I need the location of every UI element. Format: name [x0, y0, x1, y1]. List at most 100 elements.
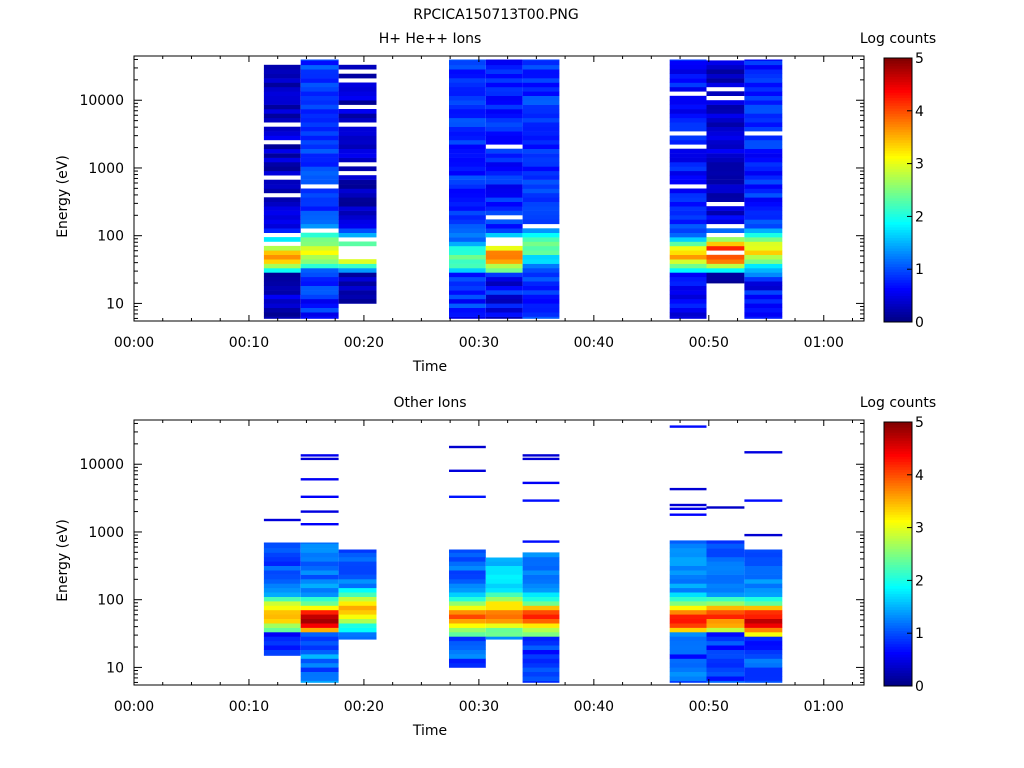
spectrogram-cell [263, 144, 301, 149]
spectrogram-cell [706, 654, 745, 659]
spectrogram-cell [744, 316, 783, 319]
spectrogram-cell [300, 153, 339, 158]
spectrogram-cell [449, 254, 486, 260]
spectrogram-cell [485, 59, 523, 61]
colorbar-swatch [884, 503, 912, 507]
spectrogram-cell [706, 73, 745, 79]
spectrogram-column [669, 425, 707, 683]
spectrogram-cell [263, 254, 301, 260]
colorbar-swatch [884, 224, 912, 228]
spectrogram-line [522, 499, 560, 502]
spectrogram-cell [522, 86, 560, 92]
x-tick-label: 00:00 [114, 699, 154, 715]
spectrogram-cell [485, 179, 523, 185]
colorbar-swatch [884, 240, 912, 244]
spectrogram-cell [744, 228, 783, 233]
spectrogram-cell [485, 100, 523, 105]
colorbar-swatch [884, 171, 912, 175]
spectrogram-cell [263, 654, 301, 656]
colorbar-swatch [884, 282, 912, 286]
spectrogram-cell [744, 671, 783, 677]
spectrogram-cell [263, 69, 301, 74]
spectrogram-cell [669, 245, 707, 251]
spectrogram-cell [744, 596, 783, 602]
spectrogram-cell [744, 676, 783, 681]
spectrogram-cell [263, 166, 301, 172]
spectrogram-cell [706, 91, 745, 96]
spectrogram-cell [485, 104, 523, 110]
spectrogram-cell [744, 60, 783, 66]
spectrogram-cell [744, 312, 783, 317]
spectrogram-cell [522, 570, 560, 575]
spectrogram-cell [522, 100, 560, 105]
spectrogram-cell [522, 294, 560, 300]
colorbar-swatch [884, 316, 912, 320]
spectrogram-cell [449, 60, 486, 66]
colorbar-swatch [884, 569, 912, 573]
spectrogram-cell [300, 542, 339, 544]
spectrogram-cell [338, 556, 377, 562]
spectrogram-cell [300, 605, 339, 611]
colorbar-swatch [884, 543, 912, 547]
spectrogram-cell [485, 636, 523, 640]
spectrogram-cell [522, 596, 560, 602]
spectrogram-cell [449, 662, 486, 668]
spectrogram-column [744, 59, 783, 319]
spectrogram-cell [300, 556, 339, 562]
spectrogram-cell [449, 570, 486, 575]
spectrogram-cell [669, 662, 707, 668]
colorbar-swatch [884, 458, 912, 462]
spectrogram-cell [522, 64, 560, 70]
spectrogram-cell [485, 281, 523, 286]
spectrogram-cell [669, 60, 707, 66]
spectrogram-cell [300, 117, 339, 123]
colorbar-swatch [884, 89, 912, 93]
spectrogram-cell [522, 170, 560, 176]
colorbar-swatch [884, 659, 912, 663]
spectrogram-cell [300, 254, 339, 260]
colorbar-swatch [884, 585, 912, 589]
x-tick-label: 00:50 [689, 335, 729, 351]
spectrogram-cell [522, 680, 560, 683]
spectrogram-cell [300, 298, 339, 304]
spectrogram-cell [300, 543, 339, 549]
colorbar-swatch [884, 556, 912, 560]
spectrogram-cell [300, 268, 339, 273]
spectrogram-cell [669, 153, 707, 158]
spectrogram-cell [706, 276, 745, 282]
x-tick-label: 00:10 [229, 699, 269, 715]
spectrogram-cell [706, 676, 745, 681]
spectrogram-cell [263, 64, 301, 70]
spectrogram-cell [338, 565, 377, 571]
spectrogram-cell [744, 210, 783, 216]
spectrogram-cell [522, 285, 560, 291]
spectrogram-cell [744, 645, 783, 650]
spectrogram-cell [485, 197, 523, 202]
spectrogram-cell [706, 64, 745, 70]
spectrogram-cell [706, 570, 745, 575]
spectrogram-line [300, 523, 339, 526]
spectrogram-cell [744, 219, 783, 225]
spectrogram-cell [522, 241, 560, 247]
spectrogram-cell [300, 215, 339, 220]
colorbar-tick-label: 2 [915, 573, 924, 589]
spectrogram-cell [706, 548, 745, 553]
spectrogram-cell [300, 312, 339, 317]
spectrogram-cell [449, 78, 486, 83]
spectrogram-cell [300, 552, 339, 558]
spectrogram-line [744, 533, 783, 537]
spectrogram-cell [706, 552, 745, 558]
spectrogram-cell [706, 614, 745, 619]
spectrogram-cell [300, 131, 339, 136]
spectrogram-cell [263, 281, 301, 286]
colorbar-swatch [884, 638, 912, 642]
spectrogram-cell [706, 609, 745, 615]
spectrogram-cell [300, 636, 339, 642]
colorbar-tick-label: 1 [915, 262, 924, 278]
spectrogram-cell [522, 60, 560, 66]
colorbar-swatch [884, 190, 912, 194]
spectrogram-cell [338, 579, 377, 584]
spectrogram-cell [263, 609, 301, 615]
spectrogram-cell [263, 86, 301, 92]
